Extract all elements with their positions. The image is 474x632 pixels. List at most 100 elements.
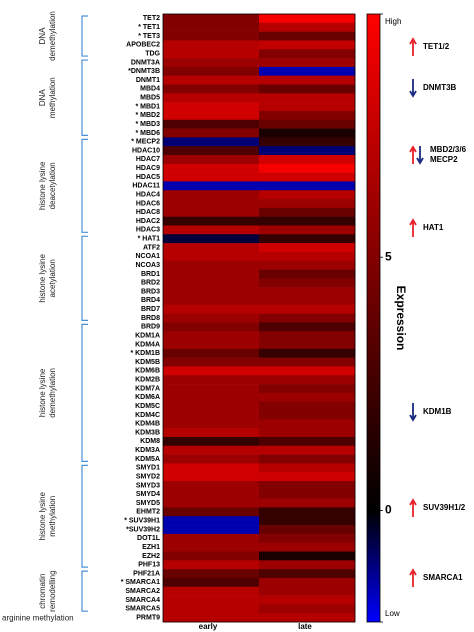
heatmap-cell [259,199,356,209]
heatmap-cell [163,525,260,535]
group-label: demethylation [48,11,57,61]
heatmap-cell [163,375,260,385]
heatmap-cell [259,58,356,68]
heatmap-cell [163,93,260,103]
heatmap-cell [259,436,356,447]
heatmap-cell [259,348,356,358]
row-label: PHF13 [138,562,160,569]
heatmap-cell [259,357,356,367]
row-label: * MBD2 [135,112,160,119]
row-label: HDAC4 [136,191,160,198]
heatmap-cell [259,516,356,526]
heatmap-cell [259,507,356,517]
heatmap-cell [259,481,356,491]
row-label: BRD1 [141,271,160,278]
heatmap-cell [163,119,260,129]
row-label: BRD4 [141,297,160,304]
heatmap-cell [163,22,260,32]
heatmap-cell [259,613,356,623]
heatmap-cell [163,287,260,297]
group-label: remodelling [48,570,57,611]
row-label: HDAC5 [136,174,160,181]
row-label: *DNMT3B [128,68,160,75]
group-label: histone lysine [38,368,47,417]
heatmap-cell [163,348,260,358]
heatmap-cell [163,260,260,270]
row-label: DOT1L [137,535,161,542]
row-label: MBD5 [140,95,160,102]
annotation-arrow [409,79,417,98]
row-label: KDM4C [135,412,160,419]
heatmap-cell [163,436,260,447]
heatmap-cell [259,31,356,41]
row-label: HDAC2 [136,218,160,225]
row-label: PRMT9 [136,614,160,621]
row-label: KDM5C [135,403,160,410]
row-label: BRD9 [141,324,160,331]
heatmap-cell [259,586,356,596]
annotation-arrow [409,568,417,587]
heatmap-cell [259,251,356,262]
row-label: KDM2B [135,377,160,384]
heatmap-cell [259,533,356,543]
heatmap-cell [259,22,356,32]
heatmap-cell [259,234,356,244]
group-bracket [81,235,88,322]
heatmap-cell [163,190,260,200]
heatmap-cell [259,49,356,59]
row-label: BRD8 [141,315,160,322]
heatmap-cell [163,481,260,491]
heatmap-cell [259,542,356,552]
heatmap-cell [163,357,260,367]
heatmap-cell [259,216,356,226]
row-label: EZH2 [142,553,160,560]
heatmap-cell [259,243,356,253]
heatmap-cell [163,234,260,244]
heatmap-cell [163,533,260,543]
heatmap-cell [259,560,356,570]
group-label: methylation [48,77,57,118]
heatmap-cell [259,331,356,341]
heatmap-cell [259,154,356,165]
group-label: methylation [48,496,57,537]
heatmap-cell [163,445,260,455]
group-bracket [81,138,88,233]
annotation-label: MECP2 [430,155,458,164]
heatmap-cell [259,110,356,121]
heatmap-cell [163,489,260,499]
annotation-arrow [409,403,417,422]
row-label: KDM6A [135,394,160,401]
annotation-arrow [409,145,417,164]
heatmap-cell [163,102,260,112]
row-label: SMARCA4 [125,597,160,604]
row-label: DNMT1 [136,77,160,84]
heatmap-cell [259,84,356,94]
heatmap-cell [163,472,260,482]
heatmap-cell [259,366,356,376]
annotation-label: TET1/2 [423,42,450,51]
heatmap-cell [163,586,260,596]
annotation-label: SMARCA1 [423,573,463,582]
row-label: TET2 [143,15,160,22]
row-label: HDAC9 [136,165,160,172]
heatmap-cell [163,613,260,623]
row-label: KDM3A [135,447,160,454]
heatmap-cell [259,489,356,499]
heatmap-cell [163,569,260,579]
row-label: * SMARCA1 [121,579,160,586]
heatmap-cell [259,454,356,464]
heatmap-cell [259,119,356,129]
heatmap-cell [163,604,260,614]
heatmap-cell [163,295,260,306]
row-label: HDAC11 [132,183,160,190]
row-label: KDM6B [135,368,160,375]
heatmap-cell [259,604,356,614]
group-label: arginine methylation [2,614,74,623]
row-label: * MBD1 [135,103,160,110]
group-label: histone lysine [38,161,47,210]
group-bracket [81,59,88,136]
row-label: DNMT3A [131,59,160,66]
group-bracket [81,570,88,612]
row-label: SMARCA5 [125,606,160,613]
